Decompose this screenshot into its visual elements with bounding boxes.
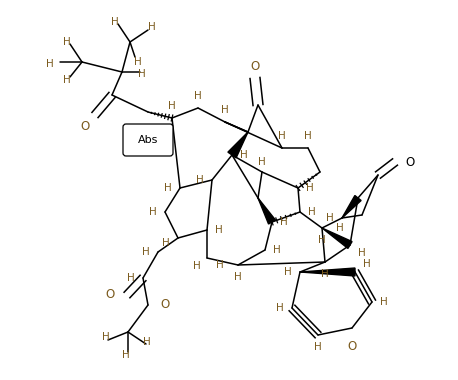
- Text: H: H: [221, 105, 229, 115]
- Text: H: H: [280, 217, 288, 227]
- Text: H: H: [63, 37, 71, 47]
- Text: H: H: [134, 57, 142, 67]
- Polygon shape: [228, 132, 248, 158]
- Text: H: H: [168, 101, 176, 111]
- Text: H: H: [240, 150, 248, 160]
- Text: H: H: [164, 183, 172, 193]
- Text: O: O: [160, 299, 169, 312]
- Text: H: H: [111, 17, 119, 27]
- Text: H: H: [358, 248, 366, 258]
- Polygon shape: [300, 268, 355, 276]
- Text: H: H: [215, 225, 223, 235]
- Text: H: H: [284, 267, 292, 277]
- Text: H: H: [314, 342, 322, 352]
- Text: H: H: [273, 245, 281, 255]
- Text: H: H: [306, 183, 314, 193]
- Text: H: H: [196, 175, 204, 185]
- Text: H: H: [326, 213, 334, 223]
- Text: H: H: [122, 350, 130, 360]
- Text: H: H: [142, 247, 150, 257]
- Text: O: O: [80, 120, 90, 133]
- Text: H: H: [336, 223, 344, 233]
- Text: O: O: [405, 155, 414, 168]
- Text: H: H: [363, 259, 371, 269]
- Text: H: H: [127, 273, 135, 283]
- Text: Abs: Abs: [138, 135, 158, 145]
- Text: H: H: [276, 303, 284, 313]
- Text: H: H: [304, 131, 312, 141]
- Text: H: H: [278, 131, 286, 141]
- Text: H: H: [46, 59, 54, 69]
- FancyBboxPatch shape: [123, 124, 173, 156]
- Text: H: H: [308, 207, 316, 217]
- Text: H: H: [162, 238, 170, 248]
- Text: H: H: [63, 75, 71, 85]
- Text: H: H: [194, 91, 202, 101]
- Text: H: H: [193, 261, 201, 271]
- Text: H: H: [380, 297, 388, 307]
- Polygon shape: [258, 198, 275, 224]
- Text: H: H: [102, 332, 110, 342]
- Text: H: H: [318, 235, 326, 245]
- Text: O: O: [106, 288, 115, 301]
- Text: H: H: [321, 269, 329, 279]
- Text: H: H: [258, 157, 266, 167]
- Polygon shape: [322, 228, 352, 249]
- Text: H: H: [138, 69, 146, 79]
- Text: H: H: [148, 22, 156, 32]
- Polygon shape: [342, 195, 361, 218]
- Text: H: H: [234, 272, 242, 282]
- Text: H: H: [149, 207, 157, 217]
- Text: H: H: [143, 337, 151, 347]
- Text: H: H: [216, 260, 224, 270]
- Text: O: O: [251, 60, 260, 73]
- Text: O: O: [347, 340, 357, 353]
